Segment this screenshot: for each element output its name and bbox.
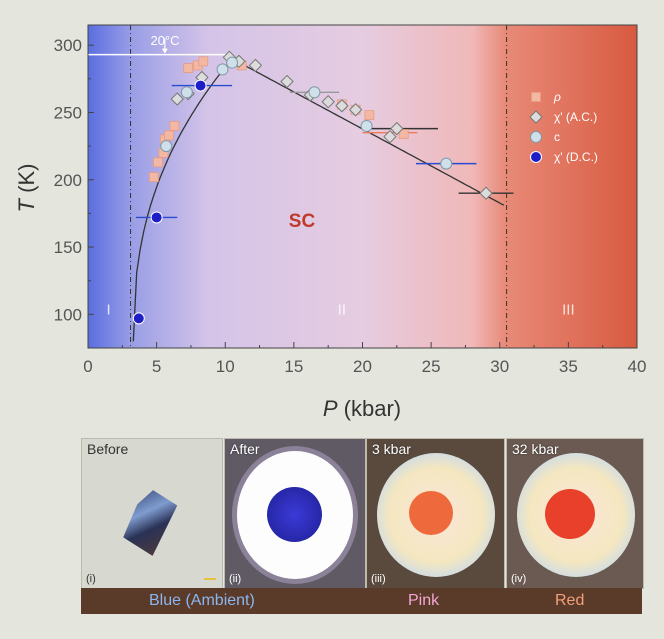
data-point-square-2 xyxy=(153,157,163,168)
data-point-diamond-9 xyxy=(321,95,335,109)
panel-index-ii: (ii) xyxy=(229,573,242,585)
plot-background xyxy=(88,25,637,348)
tc-fit-curve xyxy=(132,58,505,342)
legend-label-4: χ' (D.C.) xyxy=(554,150,598,164)
data-point-diamond-10 xyxy=(335,99,349,113)
region-label-II: II xyxy=(338,301,346,318)
y-tick-label: 300 xyxy=(54,36,82,55)
legend-label-2: χ' (A.C.) xyxy=(554,110,597,124)
caption-blue: Blue (Ambient) xyxy=(149,592,255,609)
data-point-square-14 xyxy=(398,129,409,139)
sc-label: SC xyxy=(289,211,316,232)
data-point-square-7 xyxy=(183,63,194,73)
x-tick-label: 30 xyxy=(490,357,509,376)
data-point-diamond-14 xyxy=(479,186,493,200)
panel-label-32kbar: 32 kbar xyxy=(512,441,559,457)
x-tick-label: 10 xyxy=(216,357,235,376)
panel-index-iii: (iii) xyxy=(371,573,386,585)
y-axis-title: T (K) xyxy=(14,164,39,213)
x-tick-label: 5 xyxy=(152,357,161,376)
photo-3kbar: 3 kbar (iii) xyxy=(366,438,505,589)
legend-marker-circle xyxy=(530,131,542,143)
x-tick-label: 40 xyxy=(628,357,647,376)
data-point-square-13 xyxy=(364,110,375,121)
photo-before: Before (i) xyxy=(81,438,223,589)
region-label-III: III xyxy=(562,301,575,318)
data-point-diamond-11 xyxy=(348,103,363,117)
data-point-circle-4 xyxy=(226,56,239,69)
blue-sample xyxy=(267,487,322,542)
legend-marker-diamond xyxy=(529,110,543,124)
annotation-arrowhead xyxy=(161,48,168,54)
data-point-filled-circle-3 xyxy=(194,79,207,92)
data-point-circle-1 xyxy=(160,140,173,153)
x-axis-title-symbol: P xyxy=(323,396,338,421)
y-tick-label: 250 xyxy=(54,103,82,122)
photo-32kbar: 32 kbar (iv) xyxy=(506,438,644,589)
data-point-square-5 xyxy=(164,130,174,141)
y-tick-label: 100 xyxy=(54,305,82,324)
annotation-20c: 20°C xyxy=(150,33,179,48)
data-point-circle-3 xyxy=(216,63,229,76)
x-tick-label: 20 xyxy=(353,357,372,376)
x-tick-label: 25 xyxy=(422,357,441,376)
legend-label-3: c xyxy=(554,130,560,144)
data-point-diamond-13 xyxy=(390,121,404,136)
panel-label-3kbar: 3 kbar xyxy=(372,441,411,457)
x-axis-title: P (kbar) xyxy=(323,396,401,421)
crystal-image xyxy=(121,486,180,558)
data-point-diamond-7 xyxy=(280,74,294,89)
x-tick-label: 15 xyxy=(284,357,303,376)
panel-index-iv: (iv) xyxy=(511,573,527,585)
photo-after: After (ii) xyxy=(224,438,366,589)
y-axis-title-unit: (K) xyxy=(14,164,39,193)
x-axis-title-unit: (kbar) xyxy=(344,396,401,421)
data-point-filled-circle-1 xyxy=(132,312,145,325)
data-point-diamond-6 xyxy=(248,58,263,73)
x-tick-label: 35 xyxy=(559,357,578,376)
data-point-diamond-12 xyxy=(383,129,397,144)
data-point-square-6 xyxy=(169,121,180,131)
region-label-I: I xyxy=(107,301,111,318)
y-tick-label: 200 xyxy=(54,171,82,190)
y-axis-title-symbol: T xyxy=(14,197,39,212)
legend-marker-filled-circle xyxy=(530,151,542,163)
scale-bar xyxy=(204,578,216,580)
x-tick-label: 0 xyxy=(83,357,92,376)
panel-label-after: After xyxy=(230,441,260,457)
panel-label-before: Before xyxy=(87,441,129,457)
caption-red: Red xyxy=(555,592,585,609)
data-point-square-1 xyxy=(148,172,159,182)
data-point-circle-7 xyxy=(440,157,453,170)
data-point-circle-6 xyxy=(360,119,373,132)
data-point-diamond-1 xyxy=(170,92,184,106)
caption-pink: Pink xyxy=(408,592,440,609)
panel-index-i: (i) xyxy=(86,573,96,585)
red-sample xyxy=(545,489,595,539)
legend-label-1: ρ xyxy=(553,90,561,104)
caption-bar: Blue (Ambient) Pink Red xyxy=(81,588,642,614)
data-point-circle-5 xyxy=(308,86,321,99)
legend-marker-square xyxy=(531,92,541,102)
data-point-circle-2 xyxy=(180,86,193,99)
pink-sample xyxy=(409,491,453,535)
data-point-square-9 xyxy=(198,56,209,67)
y-tick-label: 150 xyxy=(54,238,82,257)
data-point-filled-circle-2 xyxy=(150,211,163,224)
